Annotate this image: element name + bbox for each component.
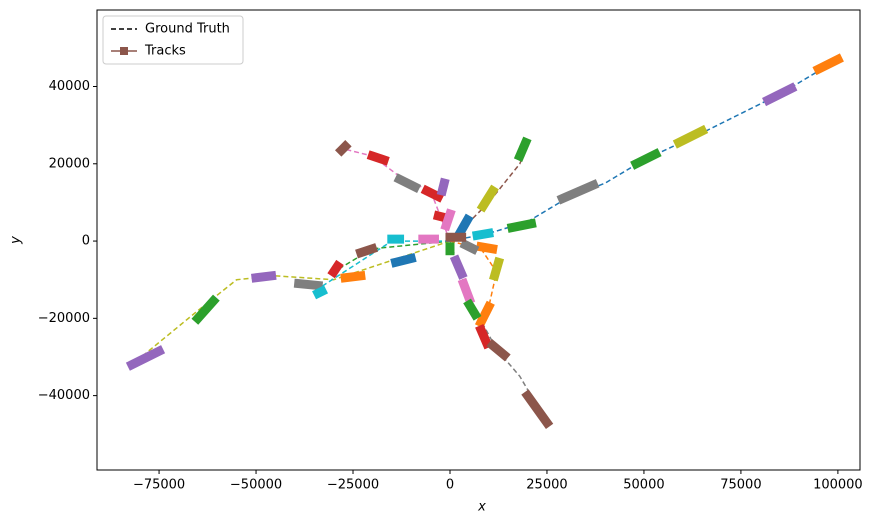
track xyxy=(463,298,482,321)
x-tick-label: −25000 xyxy=(327,478,379,493)
y-tick-label: 0 xyxy=(82,234,90,249)
track xyxy=(335,140,352,157)
track xyxy=(475,241,498,254)
track xyxy=(672,124,709,149)
legend-box xyxy=(102,15,244,65)
legend-label: Ground Truth xyxy=(145,22,230,37)
track xyxy=(312,285,329,300)
ground-truth-line xyxy=(333,240,451,273)
track xyxy=(486,339,511,362)
y-tick-label: −20000 xyxy=(38,311,90,326)
track xyxy=(476,184,499,213)
track xyxy=(762,82,798,107)
x-tick-label: 25000 xyxy=(526,478,567,493)
x-tick-label: 0 xyxy=(446,478,454,493)
track xyxy=(521,389,554,429)
track xyxy=(489,256,505,282)
track xyxy=(327,259,344,279)
legend-marker xyxy=(120,47,128,55)
track xyxy=(440,208,456,232)
track xyxy=(449,254,468,280)
y-tick-label: 20000 xyxy=(49,156,90,171)
y-tick-label: 40000 xyxy=(49,79,90,94)
track xyxy=(453,213,474,240)
y-axis-label: y xyxy=(9,236,24,245)
track xyxy=(191,294,220,325)
track xyxy=(366,150,390,166)
track xyxy=(474,300,495,329)
x-axis-label: x xyxy=(477,500,486,515)
x-tick-label: 100000 xyxy=(813,478,863,493)
x-tick-label: 75000 xyxy=(720,478,761,493)
x-tick-label: 50000 xyxy=(623,478,664,493)
plot-frame xyxy=(96,9,861,471)
track xyxy=(355,243,379,259)
track xyxy=(459,238,480,255)
legend-label: Tracks xyxy=(144,44,186,59)
track xyxy=(390,252,417,268)
track xyxy=(436,177,450,197)
y-tick-label: −40000 xyxy=(38,388,90,403)
track xyxy=(251,270,277,283)
track xyxy=(420,184,445,203)
x-tick-label: −75000 xyxy=(133,478,185,493)
plot-area xyxy=(125,53,844,429)
ground-truth-line xyxy=(449,58,839,242)
track xyxy=(293,278,324,291)
track xyxy=(340,270,366,283)
track xyxy=(457,277,476,305)
track xyxy=(513,136,532,162)
track xyxy=(556,179,600,205)
x-tick-label: −50000 xyxy=(230,478,282,493)
track xyxy=(630,148,662,170)
track xyxy=(471,228,494,241)
track xyxy=(475,324,493,350)
track xyxy=(125,345,166,371)
track xyxy=(393,173,422,194)
track xyxy=(812,53,844,76)
track xyxy=(506,218,537,233)
